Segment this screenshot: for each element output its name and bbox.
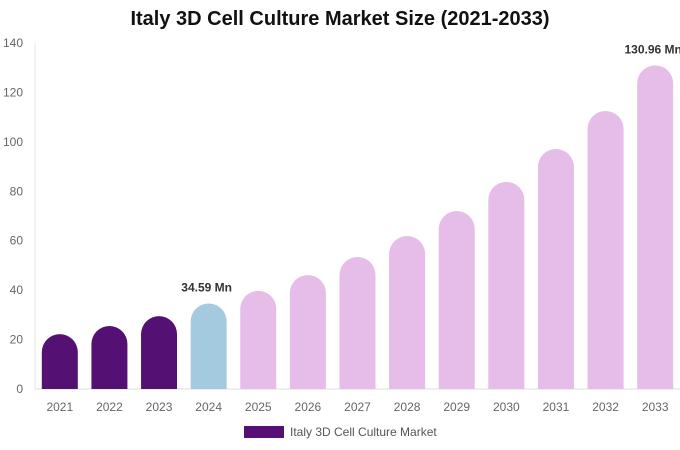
y-tick-label: 40 (10, 283, 24, 297)
chart-title: Italy 3D Cell Culture Market Size (2021-… (130, 8, 550, 30)
bar-2023 (141, 316, 178, 389)
legend-label: Italy 3D Cell Culture Market (290, 425, 437, 439)
bar-2031 (537, 149, 574, 389)
bar-2022 (91, 325, 128, 389)
y-tick-label: 20 (10, 333, 24, 347)
x-tick-label: 2021 (46, 400, 73, 414)
x-tick-label: 2033 (642, 400, 669, 414)
bar-2026 (289, 275, 326, 389)
bar-2028 (389, 236, 426, 389)
x-tick-label: 2022 (96, 400, 123, 414)
x-tick-label: 2031 (543, 400, 570, 414)
bar-2029 (438, 211, 475, 389)
y-tick-label: 80 (10, 184, 24, 198)
bar-2024 (190, 303, 227, 389)
bar-2033 (637, 65, 674, 390)
x-tick-label: 2025 (245, 400, 272, 414)
bar-2025 (240, 290, 277, 389)
x-tick-label: 2029 (443, 400, 470, 414)
bar-2032 (587, 110, 624, 389)
y-tick-label: 0 (16, 382, 23, 396)
x-tick-label: 2027 (344, 400, 371, 414)
bar-2027 (339, 257, 376, 389)
x-tick-label: 2032 (592, 400, 619, 414)
x-tick-label: 2028 (394, 400, 421, 414)
x-tick-label: 2026 (295, 400, 322, 414)
y-tick-label: 100 (3, 135, 23, 149)
bar-2030 (488, 181, 525, 389)
y-tick-label: 60 (10, 234, 24, 248)
bar-2021 (41, 334, 78, 389)
legend[interactable]: Italy 3D Cell Culture Market (244, 425, 437, 439)
data-label: 34.59 Mn (181, 281, 232, 295)
y-tick-label: 140 (3, 36, 23, 50)
x-tick-label: 2024 (195, 400, 222, 414)
data-label: 130.96 Mn (625, 42, 680, 56)
x-tick-label: 2023 (146, 400, 173, 414)
y-tick-label: 120 (3, 85, 23, 99)
x-tick-label: 2030 (493, 400, 520, 414)
legend-swatch (244, 426, 284, 438)
